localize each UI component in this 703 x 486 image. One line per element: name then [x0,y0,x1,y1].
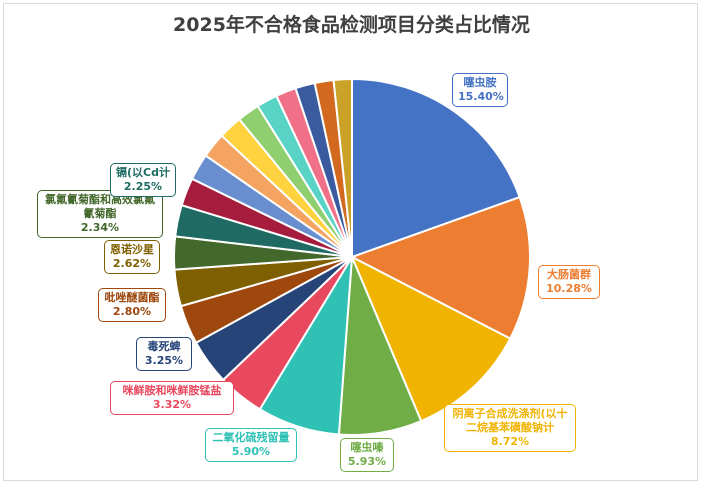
data-label-name: 氯氟氰菊酯和高效氯氟氰菊酯 [45,193,155,220]
pie-slice-2 [350,254,512,423]
data-label-name: 毒死蜱 [147,340,181,353]
data-label-value: 5.90% [231,445,271,458]
data-label-6: 毒死蜱 3.25% [136,337,192,371]
pie-slice-20 [332,77,353,258]
data-label-name: 咪鲜胺和咪鲜胺锰盐 [122,384,222,397]
data-label-value: 2.62% [112,257,152,270]
data-label-name: 阴离子合成洗涤剂(以十二烷基苯磺酸钠计 [452,407,568,434]
data-label-2: 阴离子合成洗涤剂(以十二烷基苯磺酸钠计 8.72% [444,404,576,452]
data-label-value: 15.40% [458,90,504,103]
data-label-10: 镉(以Cd计 2.25% [110,163,176,197]
data-label-value: 2.34% [80,221,120,234]
data-label-name: 吡唑醚菌酯 [104,291,160,304]
data-label-9: 氯氟氰菊酯和高效氯氟氰菊酯 2.34% [37,190,163,238]
data-label-8: 恩诺沙星 2.62% [104,240,160,274]
chart-title: 2025年不合格食品检测项目分类占比情况 [173,14,530,36]
data-label-3: 噻虫嗪 5.93% [340,438,394,472]
data-label-name: 大肠菌群 [547,268,591,281]
pie-slice-1 [349,195,531,340]
data-label-value: 2.25% [123,180,163,193]
pie-slice-0 [351,77,521,259]
data-label-name: 二氧化硫残留量 [212,431,290,444]
data-label-value: 8.72% [490,435,530,448]
data-label-value: 5.93% [347,455,387,468]
data-label-value: 2.80% [112,305,152,318]
data-label-name: 恩诺沙星 [110,243,154,256]
data-label-7: 吡唑醚菌酯 2.80% [98,288,166,322]
data-label-name: 镉(以Cd计 [116,166,170,179]
data-label-value: 3.32% [152,398,192,411]
data-label-value: 3.25% [144,354,184,367]
data-label-name: 噻虫嗪 [350,441,384,454]
data-label-name: 噻虫胺 [463,76,497,89]
data-label-5: 咪鲜胺和咪鲜胺锰盐 3.32% [110,381,234,415]
data-label-0: 噻虫胺 15.40% [452,73,508,107]
data-label-1: 大肠菌群 10.28% [538,265,600,299]
data-label-4: 二氧化硫残留量 5.90% [205,428,297,462]
data-label-value: 10.28% [546,282,592,295]
